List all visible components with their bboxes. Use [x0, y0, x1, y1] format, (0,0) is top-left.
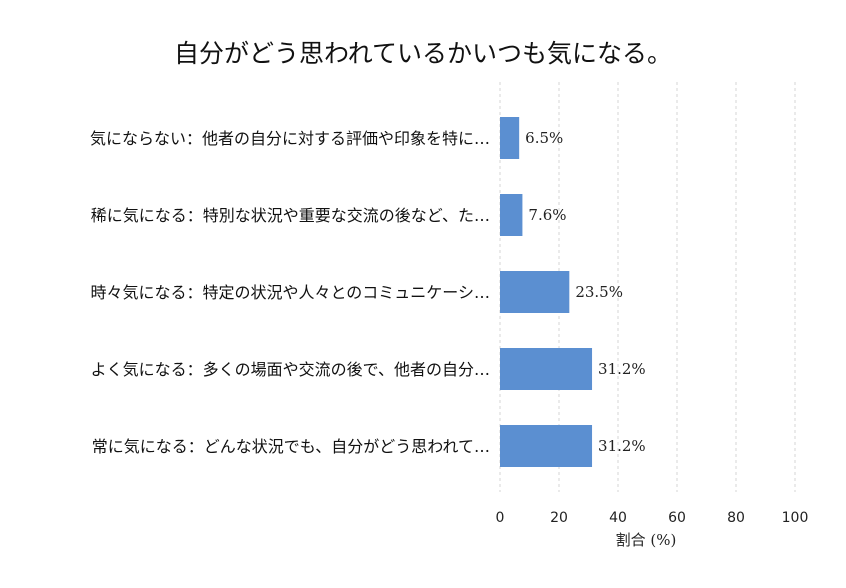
- value-label: 31.2%: [598, 360, 646, 378]
- bar: [500, 194, 523, 236]
- category-label: 時々気になる：特定の状況や人々とのコミュニケーシ…: [90, 283, 490, 302]
- x-tick-label: 100: [782, 510, 809, 526]
- x-tick-label: 20: [550, 510, 568, 526]
- value-label: 6.5%: [525, 129, 563, 147]
- category-label: よく気になる：多くの場面や交流の後で、他者の自分…: [91, 360, 490, 379]
- x-tick-label: 0: [496, 510, 505, 526]
- value-labels: 6.5% 7.6% 23.5% 31.2% 31.2%: [525, 129, 646, 455]
- bar: [500, 348, 593, 390]
- category-label: 常に気になる：どんな状況でも、自分がどう思われて…: [92, 437, 490, 456]
- value-label: 7.6%: [528, 206, 566, 224]
- chart-title: 自分がどう思われているかいつも気になる。: [174, 39, 672, 68]
- x-tick-labels: 0 20 40 60 80 100: [496, 510, 809, 526]
- category-label: 気にならない：他者の自分に対する評価や印象を特に…: [90, 129, 490, 148]
- x-tick-label: 40: [609, 510, 627, 526]
- x-tick-label: 80: [727, 510, 745, 526]
- category-labels: 気にならない：他者の自分に対する評価や印象を特に… 稀に気になる：特別な状況や重要…: [90, 129, 490, 456]
- bars: [500, 117, 593, 467]
- bar: [500, 117, 520, 159]
- x-axis-label: 割合 (%): [616, 531, 677, 549]
- value-label: 31.2%: [598, 437, 646, 455]
- bar: [500, 271, 570, 313]
- bar: [500, 425, 593, 467]
- x-tick-label: 60: [668, 510, 686, 526]
- value-label: 23.5%: [575, 283, 623, 301]
- category-label: 稀に気になる：特別な状況や重要な交流の後など、た…: [91, 206, 490, 225]
